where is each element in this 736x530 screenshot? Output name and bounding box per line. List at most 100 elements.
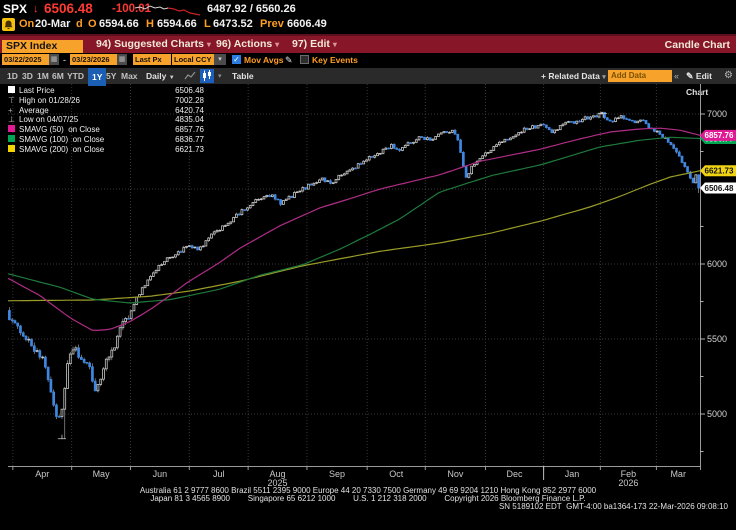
line-chart-icon[interactable] bbox=[184, 70, 196, 82]
svg-text:Jan: Jan bbox=[565, 469, 580, 479]
svg-text:Mar: Mar bbox=[670, 469, 686, 479]
security-field[interactable]: SPX Index bbox=[2, 40, 84, 53]
menu-suggested-charts[interactable]: 94) Suggested Charts ▾ bbox=[96, 38, 211, 50]
high-value: 6594.66 bbox=[157, 18, 197, 30]
mov-avgs-label: Mov Avgs bbox=[244, 55, 284, 65]
on-label: On bbox=[19, 18, 35, 30]
range-button-5y[interactable]: 5Y bbox=[106, 71, 117, 81]
legend-value: 6621.73 bbox=[175, 144, 204, 154]
square-marker-icon bbox=[8, 134, 19, 145]
open-value: 6594.66 bbox=[99, 18, 139, 30]
square-marker-icon bbox=[8, 125, 19, 135]
alert-bell-icon[interactable] bbox=[2, 18, 15, 31]
svg-text:May: May bbox=[93, 469, 111, 479]
key-events-checkbox[interactable] bbox=[300, 55, 309, 64]
smavg50-line bbox=[7, 127, 701, 332]
currency-field[interactable]: Local CCY bbox=[172, 54, 216, 65]
mov-avgs-checkbox[interactable]: ✓ bbox=[232, 55, 241, 64]
svg-text:Nov: Nov bbox=[447, 469, 464, 479]
key-events-label: Key Events bbox=[312, 55, 358, 65]
edit-chart-button[interactable]: ✎ Edit Chart bbox=[686, 71, 712, 97]
currency-dropdown-button[interactable]: ▾ bbox=[214, 54, 226, 65]
chevron-down-icon[interactable]: ▾ bbox=[218, 73, 222, 80]
legend-row-2[interactable]: + Average 6420.74 bbox=[8, 106, 204, 116]
candle-chart-icon[interactable] bbox=[200, 69, 214, 83]
pencil-icon: ✎ bbox=[686, 71, 694, 81]
range-button-1m[interactable]: 1M bbox=[37, 71, 49, 81]
date-from-field[interactable]: 03/22/2025 bbox=[2, 54, 51, 65]
price-type-field[interactable]: Last Px bbox=[133, 54, 171, 65]
low-value: 6473.52 bbox=[213, 18, 253, 30]
svg-text:2025: 2025 bbox=[268, 478, 288, 487]
chevron-down-icon: ▾ bbox=[275, 40, 280, 49]
range-button-1y[interactable]: 1Y bbox=[88, 68, 107, 86]
prev-label: Prev bbox=[260, 18, 284, 30]
svg-text:Aug: Aug bbox=[270, 469, 286, 479]
calendar-icon[interactable]: ▦ bbox=[49, 54, 59, 65]
gridlines bbox=[8, 84, 700, 466]
range-button-ytd[interactable]: YTD bbox=[67, 71, 84, 81]
date-to-field[interactable]: 03/23/2026 bbox=[70, 54, 119, 65]
legend-value: 7002.28 bbox=[175, 95, 204, 105]
svg-text:Feb: Feb bbox=[621, 469, 637, 479]
chart-type-title: Candle Chart bbox=[664, 39, 730, 51]
svg-text:7000: 7000 bbox=[707, 109, 727, 119]
square-marker-icon bbox=[8, 86, 19, 96]
day-range: 6487.92 / 6560.26 bbox=[207, 3, 296, 15]
svg-text:Sep: Sep bbox=[329, 469, 345, 479]
legend-label: Average bbox=[19, 105, 49, 115]
range-button-1d[interactable]: 1D bbox=[7, 71, 18, 81]
d-label: d bbox=[76, 18, 83, 30]
high-marker-icon: ⊤ bbox=[8, 95, 15, 105]
svg-text:5500: 5500 bbox=[707, 334, 727, 344]
legend-row-1[interactable]: ⊤ High on 01/28/26 7002.28 bbox=[8, 96, 204, 106]
table-button[interactable]: Table bbox=[232, 71, 254, 81]
candle-chart[interactable]: 70006500600055005000AprMayJunJulAug2025S… bbox=[0, 84, 736, 487]
svg-text:Dec: Dec bbox=[507, 469, 524, 479]
range-button-max[interactable]: Max bbox=[121, 71, 138, 81]
legend-label: SMAVG (200) on Close bbox=[19, 144, 105, 154]
y-axis-ticks: 70006500600055005000 bbox=[700, 109, 727, 452]
gear-icon[interactable]: ⚙ bbox=[724, 70, 733, 81]
session-date: 20-Mar bbox=[35, 18, 71, 30]
svg-text:Apr: Apr bbox=[35, 469, 49, 479]
range-button-6m[interactable]: 6M bbox=[52, 71, 64, 81]
related-data-button[interactable]: + Related Data ▾ bbox=[541, 71, 606, 81]
period-dropdown[interactable]: Daily ▼ bbox=[146, 71, 175, 81]
footer-terminal-line: SN 5189102 EDT GMT-4:00 ba1364-173 22-Ma… bbox=[498, 502, 728, 511]
chevron-down-icon: ▾ bbox=[206, 40, 211, 49]
square-marker-icon bbox=[8, 144, 19, 155]
legend-row-6[interactable]: SMAVG (200) on Close 6621.73 bbox=[8, 144, 204, 155]
chart-legend: Last Price 6506.48 ⊤ High on 01/28/26 7002.2… bbox=[8, 86, 204, 155]
menu-actions[interactable]: 96) Actions ▾ bbox=[216, 38, 280, 50]
session-row: On 20-Mar d O 6594.66 H 6594.66 L 6473.5… bbox=[0, 18, 736, 33]
svg-text:Jul: Jul bbox=[213, 469, 225, 479]
intraday-sparkline bbox=[134, 5, 201, 16]
high-low-markers bbox=[57, 113, 608, 440]
range-button-3d[interactable]: 3D bbox=[22, 71, 33, 81]
legend-row-4[interactable]: SMAVG (50) on Close 6857.76 bbox=[8, 125, 204, 135]
high-label: H bbox=[146, 18, 154, 30]
candles-layer bbox=[8, 111, 700, 439]
collapse-icon[interactable]: « bbox=[674, 71, 680, 81]
legend-row-0[interactable]: Last Price 6506.48 bbox=[8, 86, 204, 96]
add-data-input[interactable]: Add Data bbox=[608, 70, 672, 82]
down-arrow-icon: ↓ bbox=[33, 3, 39, 15]
svg-text:5000: 5000 bbox=[707, 409, 727, 419]
prev-value: 6606.49 bbox=[287, 18, 327, 30]
chevron-down-icon: ▼ bbox=[168, 75, 175, 81]
legend-label: Last Price bbox=[19, 86, 55, 95]
menu-edit[interactable]: 97) Edit ▾ bbox=[292, 38, 337, 50]
calendar-icon[interactable]: ▦ bbox=[117, 54, 127, 65]
net-change: -100.01 bbox=[112, 3, 152, 15]
svg-text:6000: 6000 bbox=[707, 259, 727, 269]
footer-contact-line: Australia 61 2 9777 8600 Brazil 5511 239… bbox=[139, 486, 597, 495]
legend-row-3[interactable]: ⊥ Low on 04/07/25 4835.04 bbox=[8, 115, 204, 125]
last-price: 6506.48 bbox=[44, 1, 93, 16]
menu-bar: SPX Index 94) Suggested Charts ▾ 96) Act… bbox=[0, 34, 736, 53]
legend-label: SMAVG (50) on Close bbox=[19, 125, 100, 135]
legend-row-5[interactable]: SMAVG (100) on Close 6836.77 bbox=[8, 134, 204, 145]
pencil-icon[interactable]: ✎ bbox=[285, 55, 293, 65]
